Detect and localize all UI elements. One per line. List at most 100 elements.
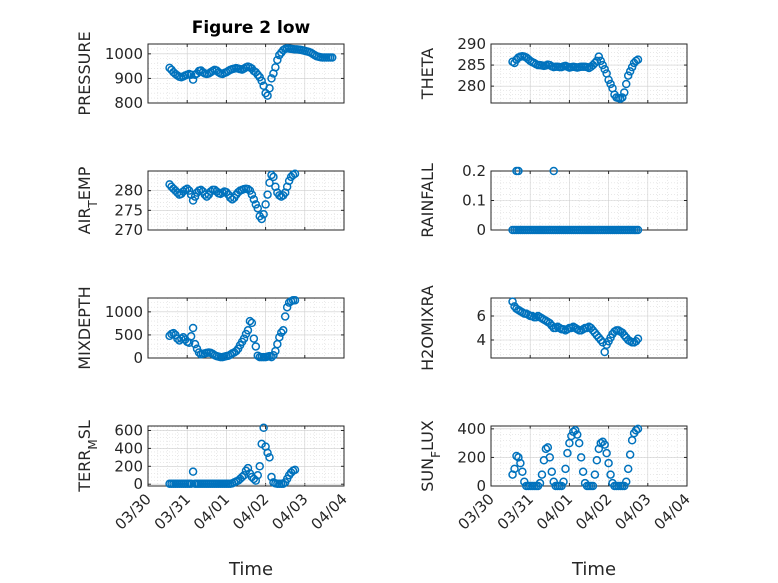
data-point	[247, 318, 257, 328]
y-tick-label: 285	[457, 56, 486, 74]
data-point	[621, 477, 631, 486]
data-point	[621, 79, 631, 89]
y-tick-label: 800	[114, 94, 143, 112]
data-point	[265, 178, 274, 188]
data-point	[590, 470, 600, 479]
y-tick-label: 500	[114, 326, 143, 344]
data-point	[625, 450, 635, 459]
data-point	[559, 477, 568, 486]
data-point	[186, 70, 196, 79]
y-tick-label: 0.2	[462, 162, 486, 180]
subplot-2: 280 285 290 THETA	[418, 35, 688, 104]
data-point	[327, 53, 337, 62]
data-point	[567, 431, 576, 441]
y-tick-label: 280	[457, 77, 486, 95]
data-point	[273, 55, 282, 65]
data-point	[592, 456, 602, 465]
data-point	[265, 84, 274, 93]
data-point	[188, 323, 198, 333]
data-point	[194, 348, 204, 357]
data-point	[633, 55, 643, 64]
x-tick-label: 04/03	[268, 490, 311, 533]
x-tick-label: 04/04	[308, 490, 351, 533]
data-point	[277, 328, 286, 337]
data-point	[282, 302, 292, 312]
x-tick-label: 04/02	[229, 490, 272, 533]
subplot-6: 4 6 H2OMIXRA	[418, 285, 688, 371]
data-point	[598, 60, 607, 70]
data-point	[512, 451, 521, 461]
data-point	[290, 465, 300, 475]
y-axis-label: THETA	[418, 48, 437, 100]
data-point	[263, 91, 272, 100]
figure-title: Figure 2 low	[192, 18, 311, 38]
data-point	[600, 440, 609, 449]
data-point	[576, 453, 586, 462]
data-point	[249, 334, 259, 343]
y-axis-label: PRESSURE	[75, 31, 94, 115]
data-point	[222, 187, 231, 197]
subplot-7: 0200400600TERRMSL03/3003/3104/0104/0204/…	[75, 420, 351, 533]
data-point	[245, 316, 255, 326]
data-point	[516, 458, 525, 468]
data-point	[188, 467, 198, 476]
x-axis-label-left: Time	[228, 559, 273, 580]
data-point	[249, 195, 259, 204]
data-point	[572, 430, 582, 439]
data-point	[620, 88, 629, 97]
data-point	[190, 339, 200, 349]
y-tick-label: 4	[476, 331, 486, 349]
data-point	[290, 296, 300, 305]
x-tick-label: 03/31	[494, 490, 537, 533]
data-point	[243, 463, 253, 473]
plot-frame	[147, 170, 345, 231]
data-point	[604, 75, 613, 85]
data-point	[561, 464, 570, 474]
data-point	[606, 79, 615, 89]
data-point	[604, 458, 613, 468]
data-point	[596, 335, 606, 345]
plot-frame	[147, 425, 345, 487]
data-point	[563, 448, 572, 458]
data-point	[243, 184, 253, 194]
plot-frame	[147, 297, 345, 359]
data-point	[510, 464, 519, 474]
data-point	[541, 444, 551, 454]
data-point	[253, 204, 263, 213]
y-tick-label: 200	[114, 457, 143, 475]
data-point	[271, 63, 280, 72]
x-tick-label: 04/01	[190, 490, 233, 533]
data-point	[633, 424, 643, 434]
data-point	[549, 166, 558, 176]
y-tick-label: 0	[476, 477, 486, 495]
data-point	[188, 75, 198, 84]
y-tick-label: 1000	[105, 45, 143, 63]
data-point	[255, 462, 264, 471]
data-point	[263, 448, 272, 458]
y-tick-label: 270	[114, 221, 143, 239]
y-tick-label: 400	[114, 439, 143, 457]
data-point	[545, 453, 555, 462]
data-point	[578, 467, 588, 476]
data-point	[237, 472, 247, 482]
data-point	[596, 56, 606, 66]
subplot-1: 800 900 1000 PRESSURE	[75, 31, 345, 116]
data-point	[206, 187, 215, 196]
y-tick-label: 0	[476, 221, 486, 239]
y-tick-label: 600	[114, 421, 143, 439]
plot-area	[147, 170, 345, 231]
data-point	[571, 426, 580, 435]
data-point	[518, 467, 527, 476]
subplot-8: 0 200 400 SUNFLUX 03/3003/3104/0104/0204/030…	[418, 420, 694, 534]
data-point	[633, 334, 643, 344]
data-point	[259, 423, 268, 433]
y-tick-label: 275	[114, 201, 143, 219]
y-tick-label: 290	[457, 35, 486, 53]
data-point	[557, 481, 566, 491]
data-point	[267, 74, 276, 83]
plot-frame	[490, 43, 688, 104]
y-tick-label: 6	[476, 307, 486, 325]
data-point	[543, 443, 553, 452]
x-tick-label: 04/03	[611, 490, 654, 533]
